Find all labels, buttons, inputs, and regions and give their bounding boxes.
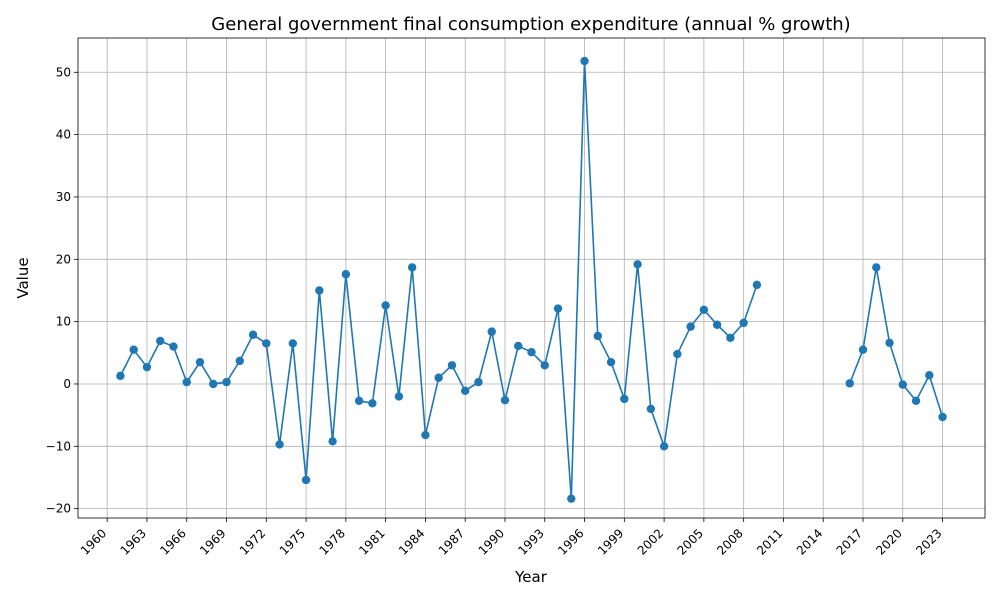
data-point xyxy=(209,379,218,389)
data-point xyxy=(116,371,125,381)
y-axis-label: Value xyxy=(14,257,32,298)
x-axis: 1960 1963 1966 1969 1972 1975 1978 1981 1984 1987… xyxy=(78,518,945,558)
x-tick-label: 1975 xyxy=(277,526,308,557)
x-tick-label: 1960 xyxy=(78,526,109,557)
data-point xyxy=(474,377,483,387)
x-tick-label: 1987 xyxy=(436,526,467,557)
x-tick-label: 1993 xyxy=(515,526,546,557)
data-point xyxy=(898,380,907,389)
data-point xyxy=(222,377,231,387)
data-point xyxy=(593,331,602,341)
data-point xyxy=(328,437,337,446)
x-tick-label: 1972 xyxy=(237,526,268,557)
data-point xyxy=(925,371,934,380)
y-tick-label: −10 xyxy=(46,439,71,453)
x-tick-label: 1978 xyxy=(316,526,347,557)
x-tick-label: 1963 xyxy=(118,526,149,557)
x-tick-label: 2014 xyxy=(794,526,825,557)
data-point xyxy=(872,263,881,272)
data-point xyxy=(354,396,364,406)
data-point xyxy=(487,327,496,336)
data-point xyxy=(752,280,762,290)
data-point xyxy=(368,399,377,408)
data-point xyxy=(461,386,470,396)
x-tick-label: 2005 xyxy=(675,526,706,557)
x-tick-label: 1996 xyxy=(555,526,586,557)
y-tick-label: 50 xyxy=(56,65,71,79)
x-axis-label: Year xyxy=(514,568,548,586)
grid xyxy=(78,38,985,518)
plot-frame xyxy=(77,37,986,519)
x-tick-label: 2017 xyxy=(834,526,865,557)
x-tick-label: 1990 xyxy=(476,526,507,557)
x-tick-label: 1966 xyxy=(157,526,188,557)
y-axis: −20 −10 0 10 20 30 40 50 xyxy=(46,65,78,516)
series-layer xyxy=(116,56,947,503)
data-point xyxy=(341,270,351,279)
data-point xyxy=(434,373,443,382)
y-tick-label: −20 xyxy=(46,502,71,516)
data-point xyxy=(659,442,669,451)
data-point xyxy=(514,341,523,351)
data-point xyxy=(421,430,430,440)
data-point xyxy=(142,362,152,372)
x-tick-label: 2008 xyxy=(714,526,745,557)
data-point xyxy=(288,339,298,348)
x-tick-label: 1969 xyxy=(197,526,228,557)
y-tick-label: 40 xyxy=(56,128,71,142)
data-point xyxy=(633,260,642,269)
data-point xyxy=(235,356,244,366)
data-point xyxy=(182,377,191,387)
data-point xyxy=(673,349,682,359)
series-line xyxy=(849,267,944,418)
data-point xyxy=(845,379,854,388)
data-point xyxy=(262,339,271,348)
data-point xyxy=(646,404,656,414)
x-tick-label: 2023 xyxy=(913,526,944,557)
data-point xyxy=(248,330,258,339)
data-point xyxy=(726,333,735,343)
data-point xyxy=(699,305,709,314)
data-point xyxy=(394,392,404,401)
data-point xyxy=(739,318,748,328)
x-tick-label: 1999 xyxy=(595,526,626,557)
data-point xyxy=(911,396,921,406)
data-point xyxy=(527,347,536,357)
data-point xyxy=(580,56,589,66)
series-line xyxy=(119,61,758,499)
data-point xyxy=(686,322,695,331)
y-tick-label: 30 xyxy=(56,190,71,204)
data-point xyxy=(381,301,390,310)
y-tick-label: 20 xyxy=(56,252,71,266)
data-point xyxy=(712,320,722,329)
data-point xyxy=(620,394,629,404)
x-tick-label: 2002 xyxy=(635,526,666,557)
data-point xyxy=(315,286,324,295)
data-point xyxy=(938,412,947,422)
data-point xyxy=(407,263,417,272)
data-point xyxy=(169,342,178,351)
data-point xyxy=(275,440,284,449)
x-tick-label: 1981 xyxy=(356,526,387,557)
data-point xyxy=(885,338,894,348)
data-point xyxy=(553,304,563,313)
x-tick-label: 2020 xyxy=(873,526,904,557)
chart-title: General government final consumption exp… xyxy=(211,14,850,35)
y-tick-label: 10 xyxy=(56,315,71,329)
data-point xyxy=(567,494,576,503)
data-point xyxy=(447,361,457,370)
data-point xyxy=(858,345,868,354)
data-point xyxy=(156,336,165,346)
data-point xyxy=(301,475,311,485)
data-point xyxy=(500,395,510,405)
y-tick-label: 0 xyxy=(63,377,71,391)
x-tick-label: 1984 xyxy=(396,526,427,557)
data-point xyxy=(606,357,616,367)
x-tick-label: 2011 xyxy=(754,526,785,557)
data-point xyxy=(540,361,549,370)
data-point xyxy=(195,357,205,367)
data-point xyxy=(129,345,138,354)
